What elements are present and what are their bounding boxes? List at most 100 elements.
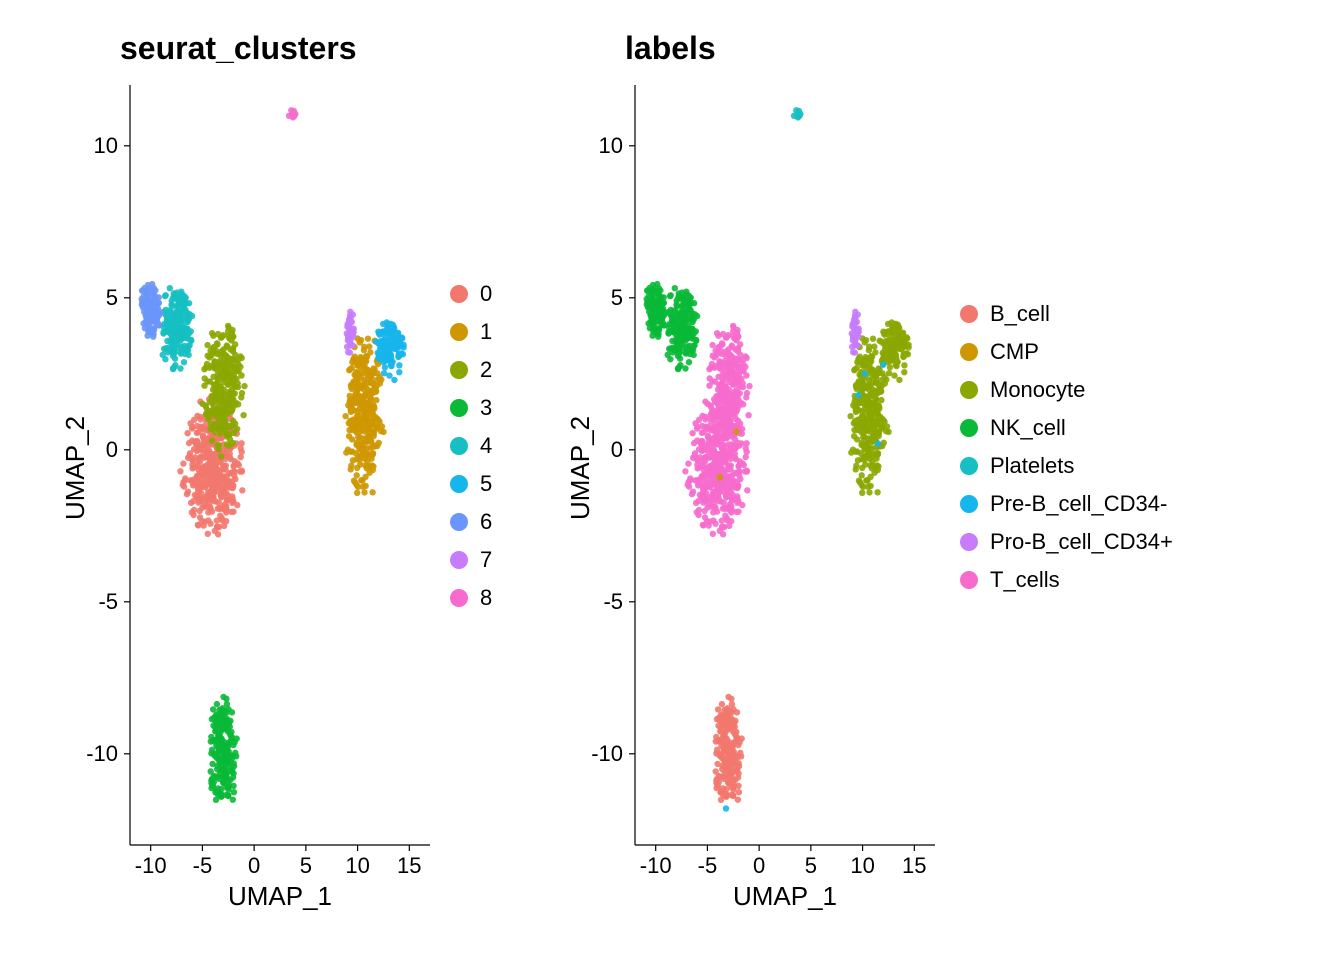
scatter-point xyxy=(191,417,197,423)
y-tick-label: 5 xyxy=(106,285,118,311)
x-tick-label: -10 xyxy=(135,853,167,879)
scatter-point xyxy=(690,455,696,461)
scatter-point xyxy=(181,313,187,319)
scatter-point xyxy=(729,433,735,439)
scatter-point xyxy=(672,285,678,291)
scatter-point xyxy=(230,770,236,776)
scatter-point xyxy=(177,468,183,474)
scatter-point xyxy=(743,454,749,460)
scatter-point xyxy=(188,500,194,506)
scatter-point xyxy=(718,797,724,803)
scatter-point xyxy=(680,330,686,336)
x-axis-label: UMAP_1 xyxy=(228,881,332,912)
scatter-point xyxy=(729,701,735,707)
scatter-point xyxy=(210,706,216,712)
x-tick-label: 15 xyxy=(902,853,926,879)
scatter-point xyxy=(202,483,208,489)
scatter-point xyxy=(726,752,732,758)
legend-dot-icon xyxy=(450,589,468,607)
scatter-point xyxy=(708,504,714,510)
scatter-point xyxy=(214,420,220,426)
x-tick-label: 10 xyxy=(850,853,874,879)
legend-item: 0 xyxy=(450,275,492,313)
y-tick-label: -10 xyxy=(86,741,118,767)
scatter-point xyxy=(862,339,868,345)
scatter-point xyxy=(204,378,210,384)
scatter-point xyxy=(875,441,881,447)
scatter-point xyxy=(689,430,695,436)
scatter-point xyxy=(371,430,377,436)
scatter-point xyxy=(733,428,739,434)
scatter-point xyxy=(734,754,740,760)
y-axis-label: UMAP_2 xyxy=(565,416,596,520)
scatter-point xyxy=(365,336,371,342)
scatter-point xyxy=(731,719,737,725)
y-tick-label: -5 xyxy=(98,589,118,615)
scatter-point xyxy=(219,761,225,767)
scatter-point xyxy=(866,489,872,495)
x-tick-label: 0 xyxy=(753,853,765,879)
scatter-point xyxy=(226,392,232,398)
scatter-point xyxy=(363,391,369,397)
x-tick-label: 0 xyxy=(248,853,260,879)
scatter-point xyxy=(176,300,182,306)
legend-dot-icon xyxy=(450,551,468,569)
scatter-point xyxy=(849,344,855,350)
x-tick-label: 15 xyxy=(397,853,421,879)
scatter-point xyxy=(709,342,715,348)
scatter-point xyxy=(860,415,866,421)
scatter-point xyxy=(354,362,360,368)
scatter-point xyxy=(859,399,865,405)
scatter-point xyxy=(856,383,862,389)
scatter-point xyxy=(708,364,714,370)
scatter-point xyxy=(703,443,709,449)
scatter-point xyxy=(854,342,860,348)
legend-label: 1 xyxy=(480,319,492,345)
scatter-point xyxy=(890,336,896,342)
scatter-point xyxy=(857,354,863,360)
scatter-point xyxy=(385,321,391,327)
scatter-point xyxy=(901,362,907,368)
scatter-point xyxy=(694,509,700,515)
scatter-point xyxy=(657,300,663,306)
scatter-point xyxy=(655,293,661,299)
legend-label: Pro-B_cell_CD34+ xyxy=(990,529,1173,555)
x-tick-label: -5 xyxy=(698,853,718,879)
scatter-point xyxy=(223,518,229,524)
scatter-point xyxy=(350,327,356,333)
scatter-point xyxy=(873,396,879,402)
scatter-point xyxy=(178,349,184,355)
scatter-point xyxy=(227,356,233,362)
scatter-point xyxy=(880,362,886,368)
scatter-point xyxy=(744,487,750,493)
scatter-point xyxy=(289,112,295,118)
scatter-point xyxy=(185,489,191,495)
scatter-point xyxy=(711,465,717,471)
scatter-point xyxy=(236,462,242,468)
scatter-point xyxy=(734,478,740,484)
scatter-point xyxy=(719,701,725,707)
scatter-point xyxy=(217,513,223,519)
legend-item: Pre-B_cell_CD34- xyxy=(960,485,1173,523)
scatter-point xyxy=(728,710,734,716)
legend-label: 2 xyxy=(480,357,492,383)
scatter-point xyxy=(209,438,215,444)
scatter-point xyxy=(681,300,687,306)
scatter-point xyxy=(365,438,371,444)
scatter-point xyxy=(729,726,735,732)
scatter-point xyxy=(223,462,229,468)
scatter-point xyxy=(675,350,681,356)
scatter-point xyxy=(697,454,703,460)
scatter-point xyxy=(199,465,205,471)
legend-item: Platelets xyxy=(960,447,1173,485)
scatter-point xyxy=(229,361,235,367)
legend-item: 3 xyxy=(450,389,492,427)
scatter-point xyxy=(361,409,367,415)
scatter-point xyxy=(235,361,241,367)
scatter-point xyxy=(211,359,217,365)
scatter-point xyxy=(702,414,708,420)
scatter-point xyxy=(349,342,355,348)
scatter-point xyxy=(881,440,887,446)
scatter-point xyxy=(385,336,391,342)
legend-item: 1 xyxy=(450,313,492,351)
